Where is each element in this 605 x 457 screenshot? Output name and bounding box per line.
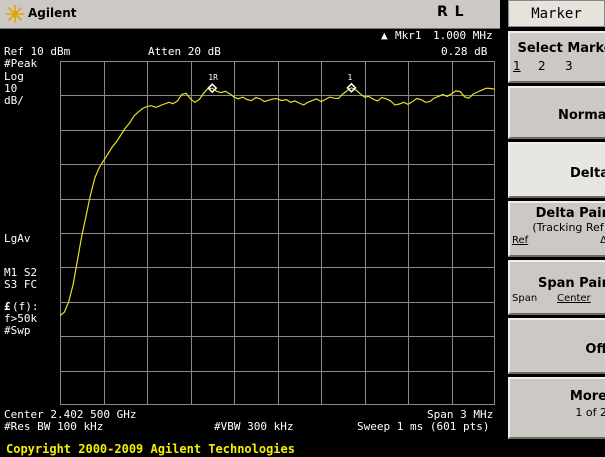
correction-icon: £ — [4, 300, 11, 313]
spectrum-graticule: 1R 1 — [60, 61, 495, 405]
span-pair-softkey[interactable]: Span Pair Span Center — [508, 260, 605, 315]
attenuation: Atten 20 dB — [148, 45, 221, 58]
normal-label: Normal — [558, 108, 605, 123]
delta-pair-label: Delta Pair — [535, 206, 605, 221]
average-type: LgAv — [4, 232, 31, 245]
span-pair-span: Span — [512, 293, 538, 304]
select-marker-softkey[interactable]: Select Marker 1 2 3 — [508, 31, 605, 83]
scale-unit: dB/ — [4, 94, 24, 107]
detector-mode: #Peak — [4, 57, 38, 70]
menu-title: Marker — [508, 0, 605, 27]
marker-status-1: M1 S2 — [4, 266, 38, 279]
video-bandwidth: #VBW 300 kHz — [214, 420, 294, 433]
function-line-2: f>50k — [4, 312, 38, 325]
agilent-spark-icon — [6, 5, 24, 23]
copyright-text: Copyright 2000-2009 Agilent Technologies — [6, 442, 295, 456]
off-softkey[interactable]: Off — [508, 318, 605, 374]
select-marker-label: Select Marker — [517, 41, 605, 56]
delta-pair-delta: Δ — [600, 235, 605, 246]
delta-pair-sub: (Tracking Ref) — [532, 221, 605, 234]
marker-option-1[interactable]: 1 — [513, 59, 521, 73]
marker-option-2[interactable]: 2 — [538, 59, 546, 73]
more-softkey[interactable]: More 1 of 2 — [508, 377, 605, 439]
delta-pair-ref: Ref — [512, 235, 529, 246]
more-page-indicator: 1 of 2 — [575, 406, 605, 419]
span-pair-label: Span Pair — [537, 276, 605, 291]
grid-lines — [60, 61, 495, 405]
marker-value: 0.28 dB — [441, 45, 488, 58]
marker-1-label: 1 — [347, 73, 352, 82]
function-line-1: (f): — [12, 300, 39, 313]
scale-type: Log — [4, 70, 24, 83]
marker-1r-diamond — [207, 83, 218, 94]
more-label: More — [569, 389, 605, 404]
delta-pair-softkey[interactable]: Delta Pair (Tracking Ref) Ref Δ — [508, 201, 605, 257]
normal-softkey[interactable]: Normal — [508, 86, 605, 139]
delta-icon: ▲ — [381, 29, 388, 42]
footer: Copyright 2000-2009 Agilent Technologies — [0, 440, 605, 457]
title-bar: Agilent R L — [0, 0, 500, 29]
function-line-3: #Swp — [4, 324, 31, 337]
marker-1r-label: 1R — [208, 73, 218, 82]
brand-name: Agilent — [28, 6, 77, 20]
center-frequency: Center 2.402 500 GHz — [4, 408, 137, 421]
resolution-bandwidth: #Res BW 100 kHz — [4, 420, 104, 433]
sweep-time: Sweep 1 ms (601 pts) — [357, 420, 490, 433]
delta-label: Delta — [569, 166, 605, 181]
off-label: Off — [585, 342, 605, 357]
marker-label: Mkr1 — [395, 29, 422, 42]
marker-option-3[interactable]: 3 — [565, 59, 573, 73]
span: Span 3 MHz — [427, 408, 494, 421]
marker-1-diamond — [346, 82, 357, 93]
reference-level: Ref 10 dBm — [4, 45, 71, 58]
scale-value: 10 — [4, 82, 18, 95]
spectrum-trace — [60, 87, 495, 317]
remote-local-indicator: R L — [437, 4, 465, 20]
marker-frequency: 1.000 MHz — [433, 29, 493, 42]
marker-layer: 1R 1 — [207, 73, 357, 94]
span-pair-center: Center — [557, 293, 591, 304]
delta-softkey[interactable]: Delta — [508, 142, 605, 198]
marker-status-2: S3 FC — [4, 278, 38, 291]
